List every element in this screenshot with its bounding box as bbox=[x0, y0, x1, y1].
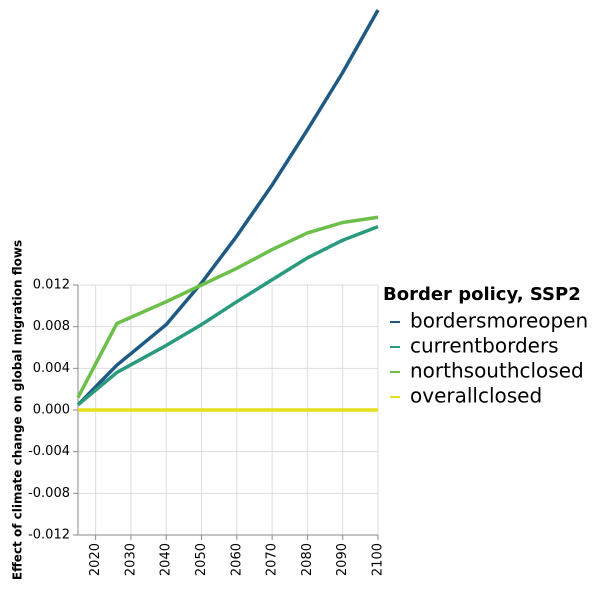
y-tick-label: -0.008 bbox=[28, 486, 70, 501]
x-tick-label: 2040 bbox=[159, 543, 174, 576]
legend-title: Border policy, SSP2 bbox=[383, 284, 581, 305]
x-tick-label: 2050 bbox=[194, 543, 209, 576]
x-tick-label: 2100 bbox=[371, 543, 386, 576]
x-tick-label: 2030 bbox=[123, 543, 138, 576]
x-tick-label: 2090 bbox=[335, 543, 350, 576]
x-tick-label: 2080 bbox=[300, 543, 315, 576]
y-tick-label: 0.004 bbox=[33, 361, 70, 376]
y-tick-label: 0.012 bbox=[33, 278, 70, 293]
y-tick-label: 0.008 bbox=[33, 319, 70, 334]
legend-label: northsouthclosed bbox=[410, 359, 584, 383]
y-tick-label: -0.012 bbox=[28, 528, 70, 543]
y-tick-label: 0.000 bbox=[33, 403, 70, 418]
legend-label: currentborders bbox=[410, 334, 559, 358]
legend-label: bordersmoreopen bbox=[410, 309, 588, 333]
series-line bbox=[76, 215, 379, 399]
x-tick-label: 2070 bbox=[265, 543, 280, 576]
x-tick-label: 2060 bbox=[229, 543, 244, 576]
legend-label: overallclosed bbox=[410, 384, 542, 408]
series-line bbox=[76, 9, 380, 407]
x-tick-label: 2020 bbox=[88, 543, 103, 576]
y-axis-title: Effect of climate change on global migra… bbox=[11, 240, 25, 580]
series-line bbox=[76, 225, 379, 407]
y-tick-label: -0.004 bbox=[28, 444, 70, 459]
